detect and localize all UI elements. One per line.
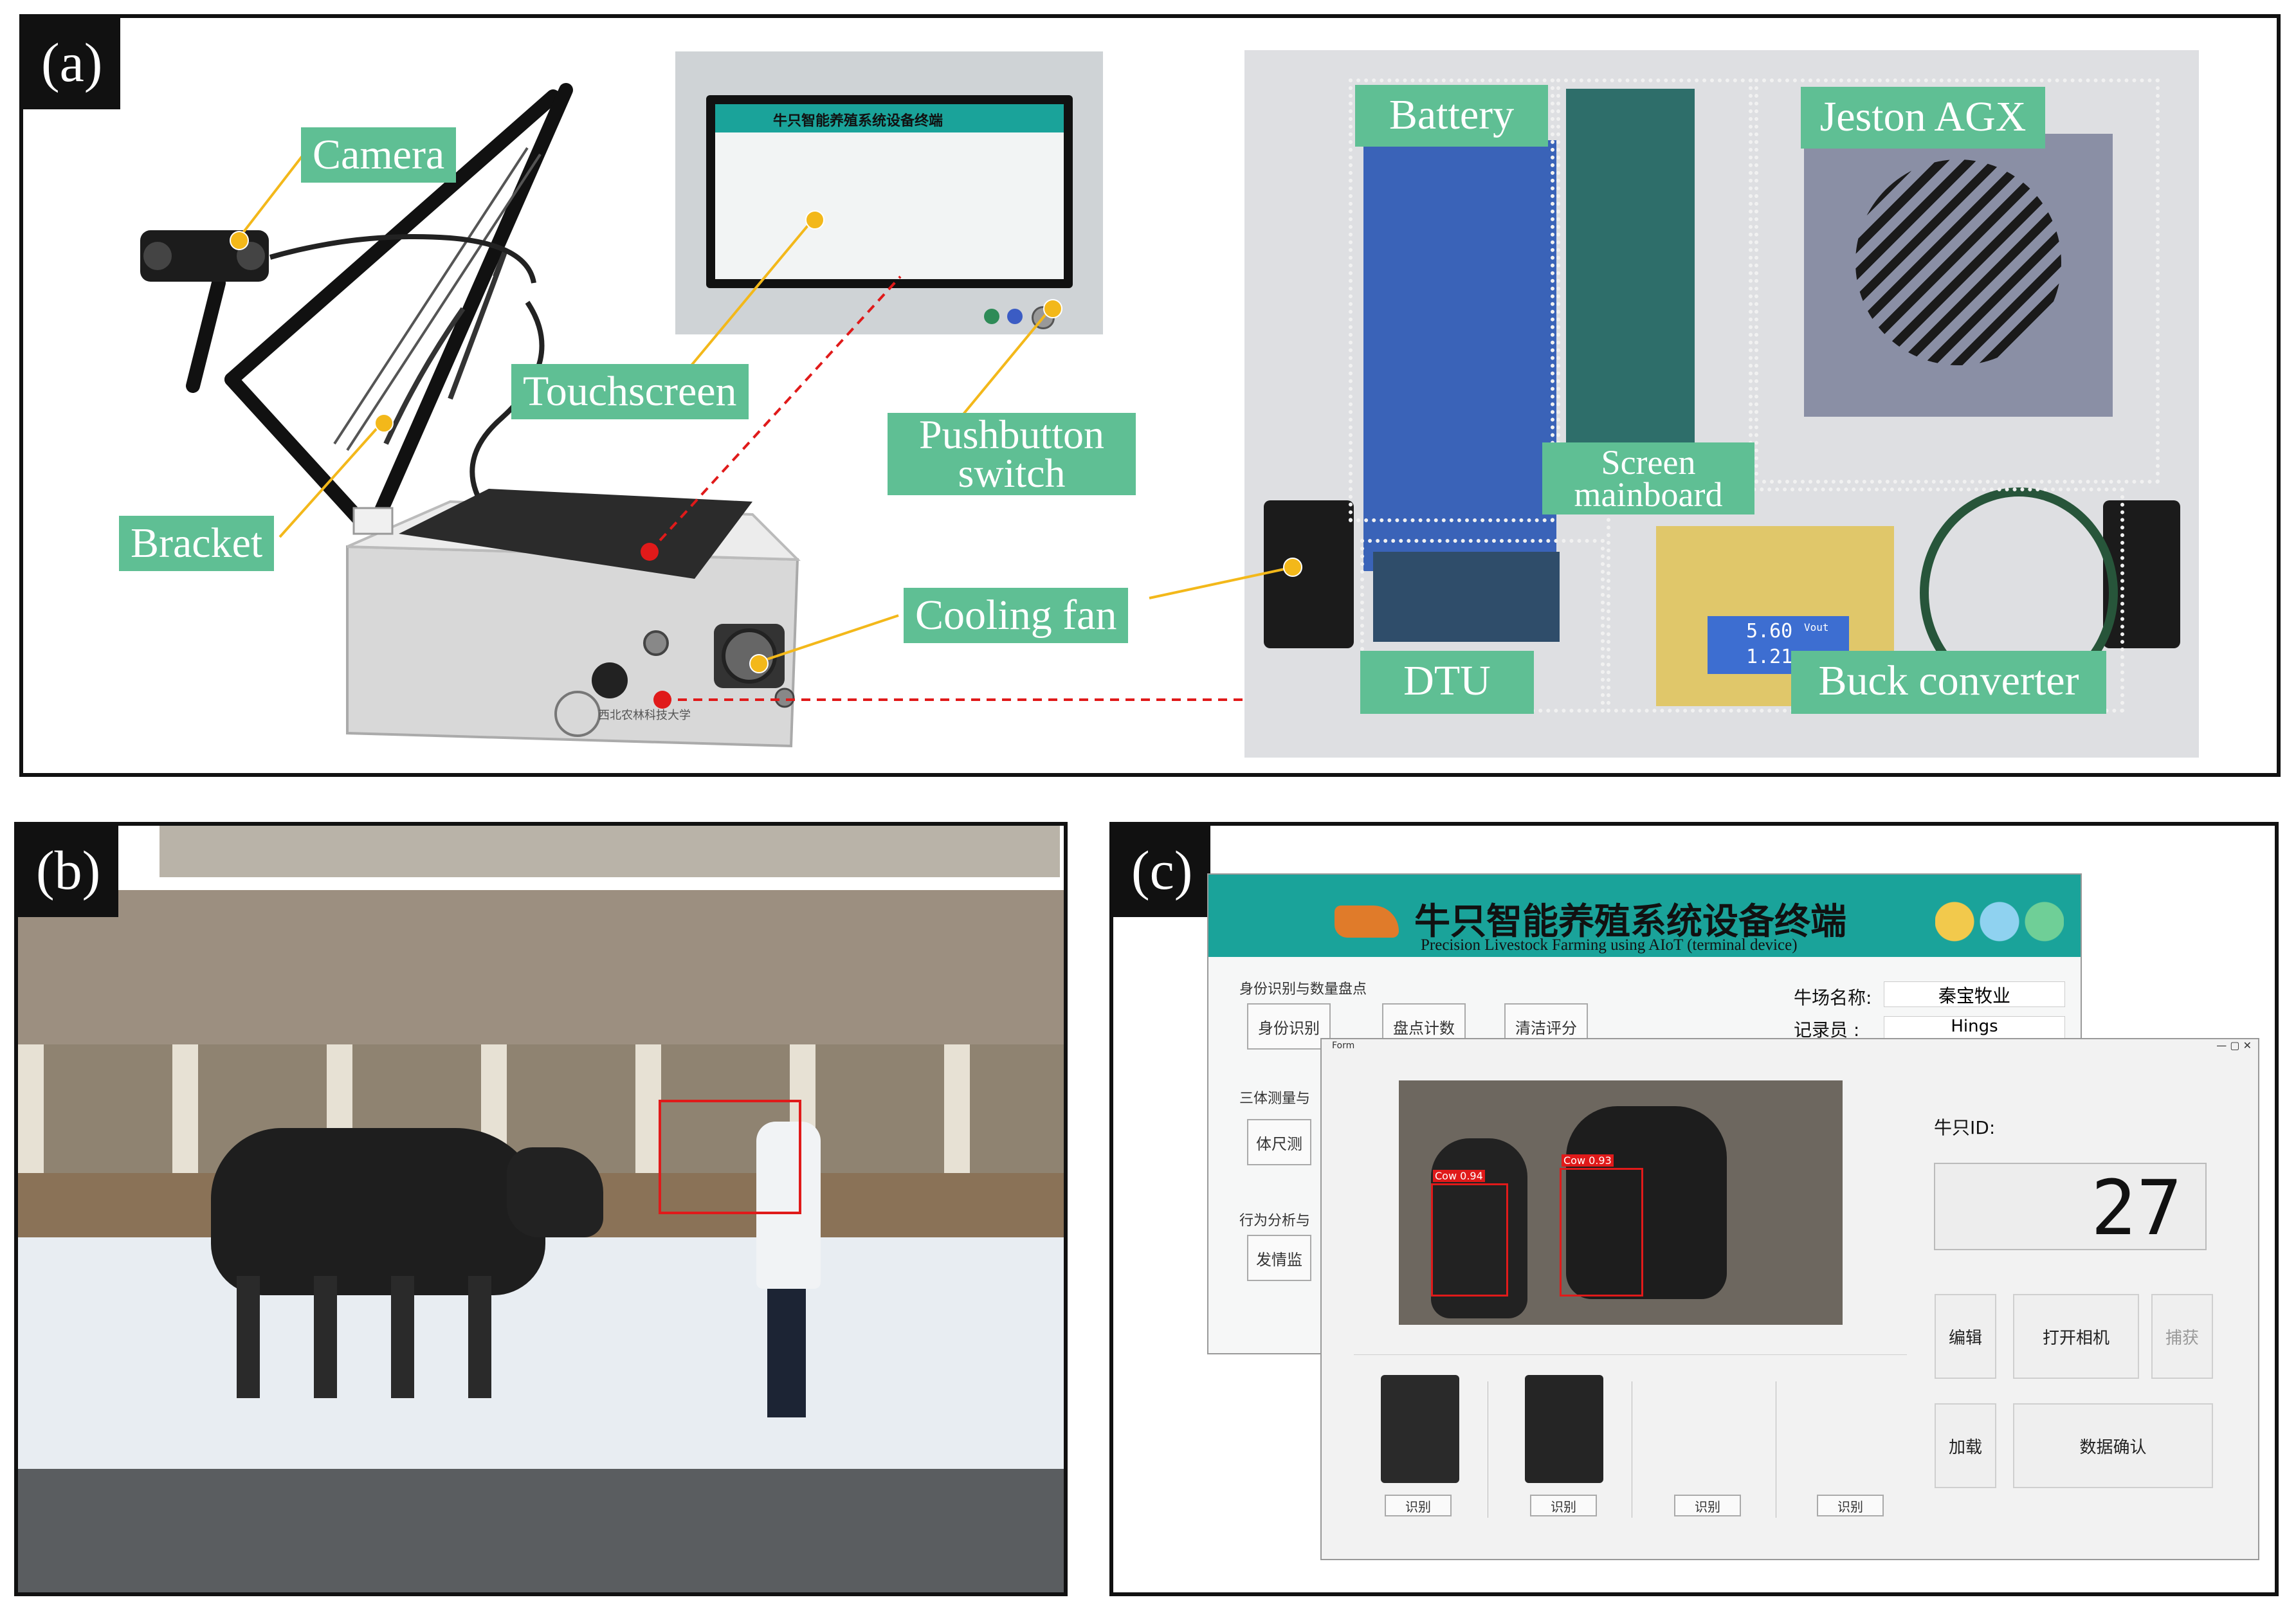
detection-label-1: Cow 0.94	[1433, 1170, 1485, 1182]
detection-box	[659, 1100, 801, 1214]
buck-display-top: 5.60	[1746, 620, 1793, 642]
recorder-label: 记录员 :	[1794, 1019, 1860, 1041]
camera-callout: Camera	[301, 127, 457, 183]
cow-id-value: 27	[2090, 1163, 2182, 1252]
buck-display-bottom: 1.21	[1746, 646, 1793, 668]
cooling-fan-callout: Cooling fan	[904, 588, 1129, 643]
gallery-divider	[1354, 1354, 1907, 1355]
touchscreen-display: 牛只智能养殖系统设备终端	[706, 95, 1073, 288]
recorder-value: Hings	[1884, 1016, 2065, 1042]
fan-leader-dot-front	[749, 654, 769, 673]
detection-box-2: Cow 0.93	[1560, 1154, 1643, 1297]
panel-b-label: (b)	[18, 826, 119, 917]
confirm-data-button[interactable]: 数据确认	[2013, 1403, 2213, 1488]
section-body: 三体测量与	[1239, 1091, 1311, 1107]
person-coat	[756, 1122, 821, 1289]
dtu-block	[1373, 552, 1560, 642]
window-controls: — ▢ ✕	[2216, 1039, 2252, 1051]
app-front-window: Form — ▢ ✕ Cow 0.94 Cow 0.93 牛只ID: 27 编辑…	[1320, 1038, 2259, 1560]
capture-button[interactable]: 捕获	[2151, 1294, 2213, 1379]
farm-photo	[18, 826, 1064, 1592]
recognize-button-2[interactable]: 识别	[1530, 1495, 1597, 1516]
pushbutton-leader-dot	[1043, 299, 1062, 318]
cow-body	[211, 1128, 545, 1295]
camera-feed: Cow 0.94 Cow 0.93	[1399, 1080, 1843, 1325]
camera-leader-dot	[230, 231, 249, 250]
battery-block	[1363, 140, 1556, 571]
pushbutton-callout: Pushbutton switch	[888, 413, 1136, 495]
recognize-button-4[interactable]: 识别	[1817, 1495, 1884, 1516]
open-camera-button[interactable]: 打开相机	[2013, 1294, 2139, 1379]
person-legs	[767, 1289, 806, 1417]
pushbutton-callout-line2: switch	[958, 450, 1066, 496]
recognize-button-1[interactable]: 识别	[1385, 1495, 1452, 1516]
cow-head	[507, 1147, 603, 1237]
panel-b: (b)	[14, 822, 1068, 1596]
app-back-logo	[1335, 906, 1399, 938]
section-identity: 身份识别与数量盘点	[1239, 981, 1367, 997]
battery-label: Battery	[1355, 85, 1548, 147]
detection-label-2: Cow 0.93	[1562, 1154, 1614, 1167]
mainboard-block	[1566, 89, 1695, 449]
snow-ground	[18, 1237, 1064, 1482]
screen-mainboard-label: Screen mainboard	[1542, 442, 1754, 514]
cow-id-display: 27	[1934, 1163, 2207, 1250]
gallery-thumb-1	[1381, 1375, 1459, 1483]
touchscreen-ui: 牛只智能养殖系统设备终端	[715, 104, 1064, 279]
panel-a-label: (a)	[23, 18, 121, 109]
feed-cow-1	[1431, 1138, 1527, 1318]
cow-id-label: 牛只ID:	[1934, 1117, 1996, 1138]
left-fan	[1264, 500, 1354, 648]
touchscreen-callout: Touchscreen	[511, 364, 749, 419]
panel-c: (c) 牛只智能养殖系统设备终端 Precision Livestock Far…	[1109, 822, 2279, 1596]
app-back-title: 牛只智能养殖系统设备终端	[1414, 901, 1846, 943]
barn-roof	[159, 826, 1060, 877]
concrete	[18, 1469, 1064, 1592]
screen-mainboard-line2: mainboard	[1574, 475, 1723, 514]
edit-button[interactable]: 编辑	[1935, 1294, 1996, 1379]
dtu-label: DTU	[1360, 651, 1534, 714]
body-measure-button[interactable]: 体尺测	[1247, 1119, 1311, 1165]
interior-link-dot	[653, 691, 671, 709]
device-brand-text: 西北农林科技大学	[598, 709, 691, 722]
cow-legs	[237, 1276, 494, 1398]
estrus-button[interactable]: 发情监	[1247, 1235, 1311, 1281]
barn-far-wall	[18, 890, 1064, 1057]
jetson-vent	[1855, 159, 2061, 365]
panel-c-label: (c)	[1113, 826, 1211, 917]
jetson-zone	[1754, 78, 2160, 484]
jetson-block	[1804, 134, 2113, 417]
pushbutton-blue	[1007, 309, 1023, 324]
battery-zone	[1349, 78, 1554, 522]
screen-mainboard-line1: Screen	[1601, 443, 1696, 482]
touchscreen-leader-dot	[805, 210, 825, 230]
touchscreen-title: 牛只智能养殖系统设备终端	[773, 113, 943, 129]
buck-display-unit: Vout	[1804, 621, 1829, 633]
pushbutton-green	[984, 309, 999, 324]
bracket-callout: Bracket	[119, 516, 275, 571]
gallery-thumb-2	[1525, 1375, 1603, 1483]
section-behavior: 行为分析与	[1239, 1213, 1311, 1229]
fan-leader-dot-interior	[1283, 558, 1302, 577]
recognize-button-3[interactable]: 识别	[1674, 1495, 1741, 1516]
feed-cow-2	[1566, 1106, 1727, 1299]
interior-photo: 5.60 Vout 1.21	[1244, 50, 2199, 758]
front-window-title: Form	[1332, 1041, 1355, 1051]
jetson-label: Jeston AGX	[1801, 87, 2045, 149]
buck-converter-label: Buck converter	[1791, 651, 2106, 714]
touchscreen-photo: 牛只智能养殖系统设备终端	[675, 51, 1103, 334]
touchscreen-header	[715, 104, 1064, 132]
buck-display: 5.60 Vout 1.21	[1708, 616, 1849, 674]
detection-box-1: Cow 0.94	[1431, 1170, 1508, 1297]
farm-name-label: 牛场名称:	[1794, 987, 1872, 1008]
app-back-subtitle: Precision Livestock Farming using AIoT (…	[1421, 936, 1798, 954]
load-button[interactable]: 加载	[1935, 1403, 1996, 1488]
touchscreen-link-dot	[641, 543, 659, 561]
bracket-leader-dot	[374, 414, 394, 433]
identify-button[interactable]: 身份识别	[1247, 1003, 1331, 1050]
app-back-emblems	[1935, 899, 2064, 944]
farm-name-value: 秦宝牧业	[1884, 981, 2065, 1007]
pushbutton-callout-line1: Pushbutton	[918, 412, 1105, 457]
